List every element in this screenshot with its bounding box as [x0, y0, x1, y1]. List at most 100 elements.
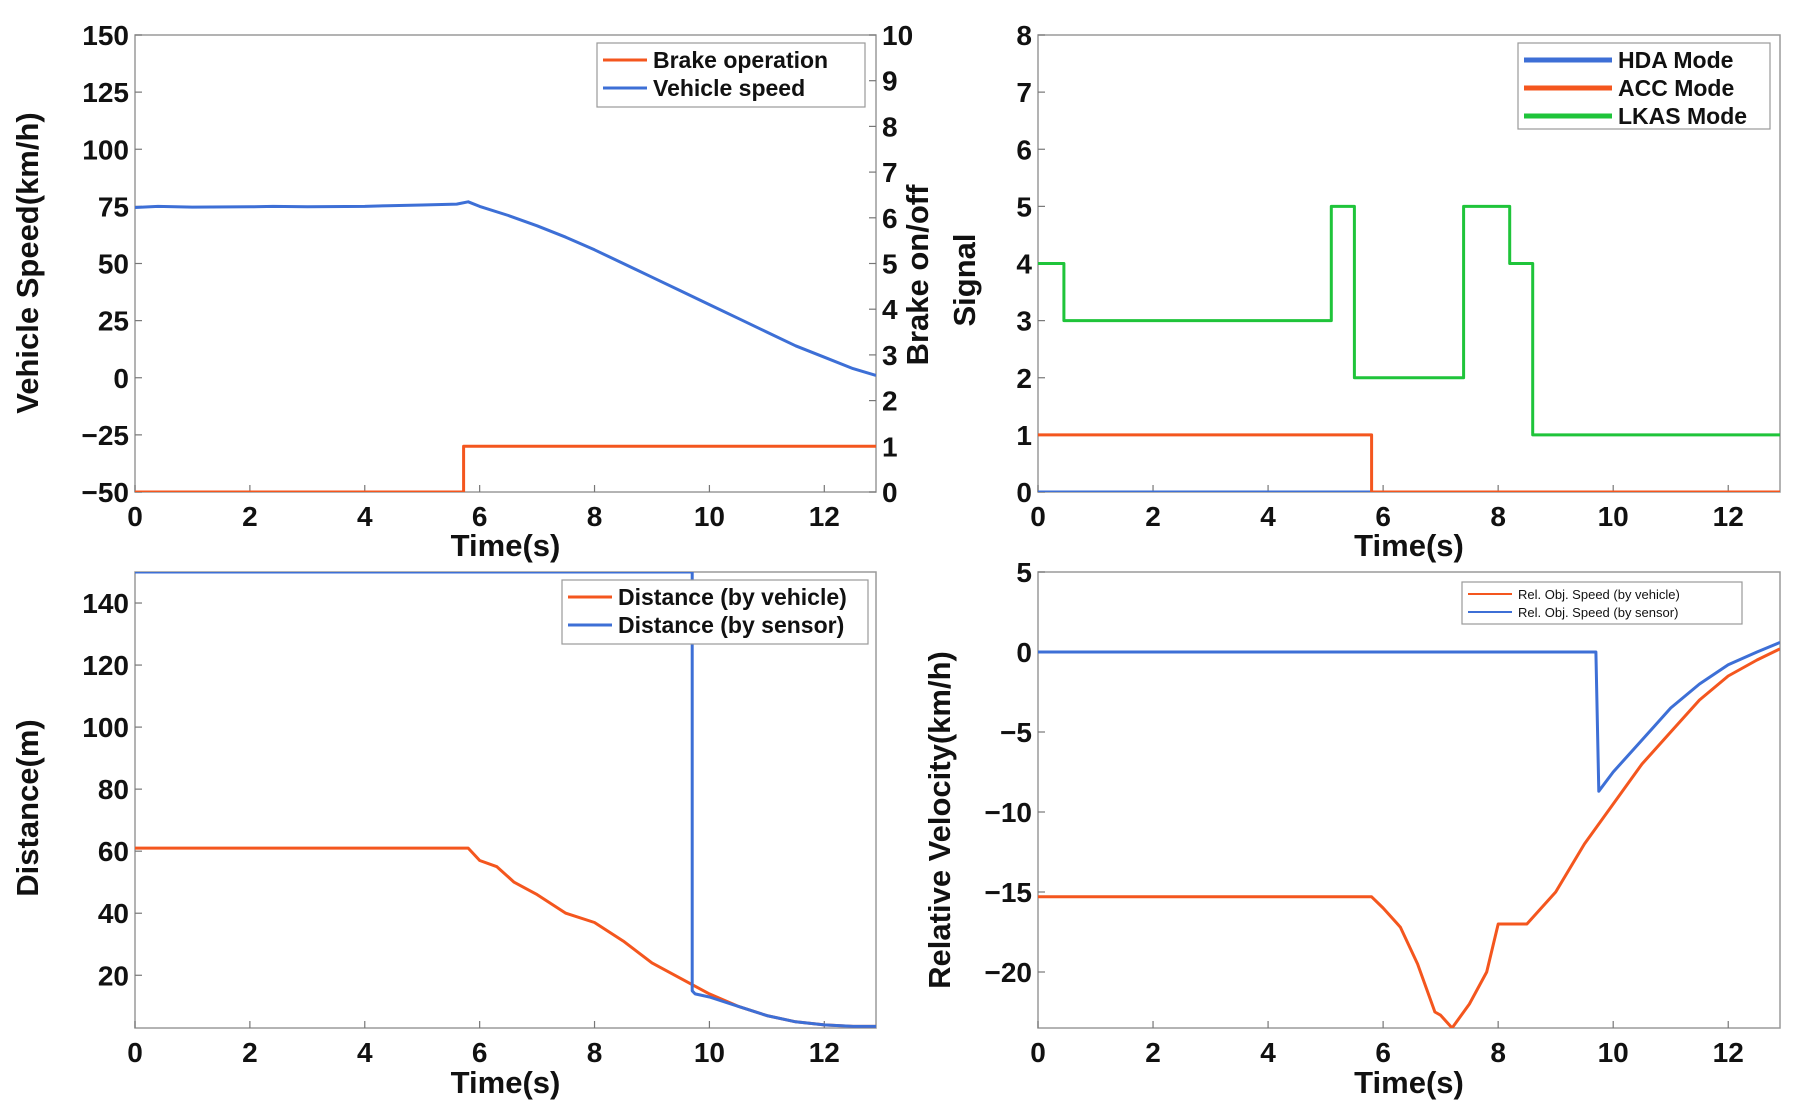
- y-tick-label: 5: [1016, 557, 1032, 588]
- x-axis-label: Time(s): [1354, 528, 1464, 563]
- relvel-axes-frame: [1037, 571, 1781, 1029]
- y-axis-label: Relative Velocity(km/h): [922, 651, 957, 989]
- y-tick-label: 4: [1016, 249, 1032, 280]
- y2-tick-label: 4: [882, 294, 898, 325]
- y2-tick-label: 1: [882, 431, 898, 462]
- legend-entry-label: LKAS Mode: [1618, 103, 1747, 129]
- x-tick-label: 6: [1375, 1037, 1391, 1068]
- distance-legend: Distance (by vehicle)Distance (by sensor…: [561, 579, 869, 645]
- y-tick-label: −10: [985, 797, 1033, 828]
- x-axis-label: Time(s): [451, 528, 561, 563]
- y-tick-label: 100: [82, 712, 129, 743]
- distance-series-distance-by-sensor-line: [135, 572, 876, 1028]
- x-tick-label: 12: [809, 501, 840, 532]
- x-tick-label: 0: [127, 501, 143, 532]
- y-tick-label: 0: [1016, 637, 1032, 668]
- y-tick-label: 75: [98, 191, 129, 222]
- y-tick-label: 5: [1016, 191, 1032, 222]
- y-tick-label: 150: [82, 20, 129, 51]
- y-tick-label: 2: [1016, 363, 1032, 394]
- y-tick-label: 50: [98, 249, 129, 280]
- x-axis-label: Time(s): [451, 1065, 561, 1100]
- x-tick-label: 10: [1598, 501, 1629, 532]
- legend-entry-label: ACC Mode: [1618, 75, 1734, 101]
- x-tick-label: 8: [587, 501, 603, 532]
- y2-tick-label: 10: [882, 20, 913, 51]
- y-tick-label: 60: [98, 836, 129, 867]
- legend-entry-label: Distance (by sensor): [618, 612, 844, 638]
- y2-tick-label: 8: [882, 111, 898, 142]
- y-tick-label: −5: [1000, 717, 1032, 748]
- y-tick-label: 80: [98, 774, 129, 805]
- modes-series-acc-mode-line: [1038, 433, 1780, 492]
- x-tick-label: 2: [242, 1037, 258, 1068]
- x-tick-label: 4: [1260, 1037, 1276, 1068]
- y-tick-label: 0: [1016, 477, 1032, 508]
- relvel-legend: Rel. Obj. Speed (by vehicle) Rel. Obj. Sp…: [1461, 581, 1743, 625]
- legend-box: [561, 579, 869, 645]
- y-tick-label: 40: [98, 898, 129, 929]
- y2-tick-label: 3: [882, 340, 898, 371]
- x-tick-label: 12: [1713, 1037, 1744, 1068]
- y-tick-label: 1: [1016, 420, 1032, 451]
- y2-tick-label: 2: [882, 386, 898, 417]
- x-tick-label: 2: [242, 501, 258, 532]
- y2-tick-label: 0: [882, 477, 898, 508]
- legend-box: [596, 42, 866, 108]
- y-axis-label: Signal: [947, 233, 982, 326]
- x-tick-label: 4: [1260, 501, 1276, 532]
- y-tick-label: 0: [113, 363, 129, 394]
- y-tick-label: 8: [1016, 20, 1032, 51]
- x-tick-label: 6: [472, 501, 488, 532]
- y-tick-label: −50: [82, 477, 130, 508]
- y-tick-label: −20: [985, 957, 1033, 988]
- y-axis-label: Distance(m): [10, 719, 45, 896]
- x-tick-label: 0: [127, 1037, 143, 1068]
- y-tick-label: 6: [1016, 134, 1032, 165]
- relvel-series-rel-obj-speed-by-sensor-line: [1038, 641, 1780, 793]
- brake-series-vehicle-speed-line: [135, 200, 876, 377]
- x-tick-label: 8: [1490, 1037, 1506, 1068]
- legend-entry-label: Distance (by vehicle): [618, 584, 847, 610]
- y-tick-label: 25: [98, 306, 129, 337]
- y-tick-label: 3: [1016, 306, 1032, 337]
- y-tick-label: −25: [82, 420, 130, 451]
- modes-series-lkas-mode-line: [1038, 204, 1780, 437]
- x-tick-label: 12: [1713, 501, 1744, 532]
- distance-series-distance-by-vehicle-line: [135, 846, 876, 1028]
- legend-box: [1461, 581, 1743, 625]
- x-axis-label: Time(s): [1354, 1065, 1464, 1100]
- x-tick-label: 10: [1598, 1037, 1629, 1068]
- y2-tick-label: 6: [882, 203, 898, 234]
- x-tick-label: 6: [472, 1037, 488, 1068]
- legend-entry-label: Rel. Obj. Speed (by vehicle): [1518, 587, 1680, 602]
- y2-tick-label: 7: [882, 157, 898, 188]
- x-tick-label: 4: [357, 501, 373, 532]
- x-tick-label: 10: [694, 1037, 725, 1068]
- y-tick-label: 7: [1016, 77, 1032, 108]
- brake-chart: 0 2 4 6 8 10 12−50−250255075100125150012345678…: [10, 20, 935, 563]
- y-tick-label: 120: [82, 650, 129, 681]
- x-tick-label: 12: [809, 1037, 840, 1068]
- x-tick-label: 10: [694, 501, 725, 532]
- legend-entry-label: Vehicle speed: [653, 75, 805, 101]
- x-tick-label: 2: [1145, 501, 1161, 532]
- x-tick-label: 0: [1030, 501, 1046, 532]
- legend-entry-label: Rel. Obj. Speed (by sensor): [1518, 605, 1678, 620]
- relvel-series-rel-obj-speed-by-vehicle-line: [1038, 647, 1780, 1028]
- relvel-chart: 0 2 4 6 8 10 12 −20 −15 −10 −5 0 5 Time(s) Relative Ve…: [922, 557, 1781, 1100]
- distance-chart: 0 2 4 6 8 10 12 20 40 60 80 100 120 140 Time(s) Distanc…: [10, 571, 877, 1100]
- x-tick-label: 8: [1490, 501, 1506, 532]
- x-tick-label: 0: [1030, 1037, 1046, 1068]
- y2-tick-label: 9: [882, 66, 898, 97]
- y2-axis-label: Brake on/off: [900, 184, 935, 366]
- brake-series-brake-operation-line: [135, 444, 876, 492]
- y-tick-label: 100: [82, 134, 129, 165]
- legend-entry-label: HDA Mode: [1618, 47, 1733, 73]
- x-tick-label: 2: [1145, 1037, 1161, 1068]
- x-tick-label: 6: [1375, 501, 1391, 532]
